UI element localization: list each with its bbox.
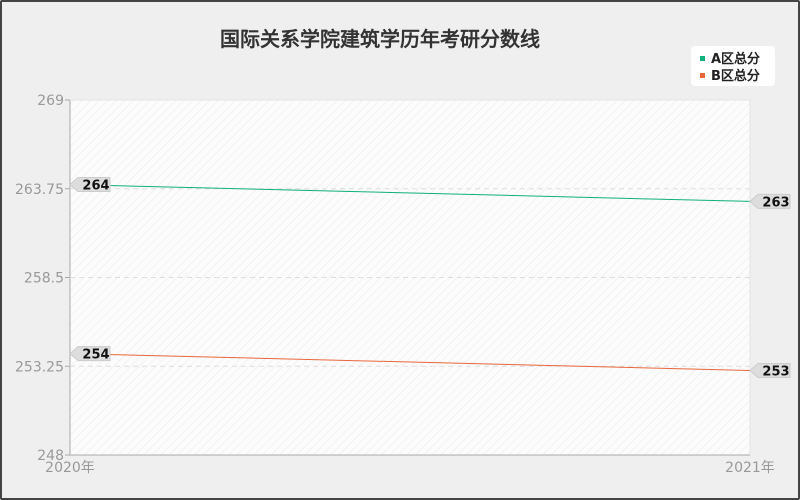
- y-tick-label: 269: [37, 93, 64, 109]
- data-label: 263: [762, 195, 789, 210]
- y-tick-label: 258.5: [24, 271, 64, 287]
- legend-marker: [700, 56, 705, 61]
- series-line-1: [69, 353, 751, 371]
- data-label-box: [69, 346, 111, 362]
- y-tick-label: 253.25: [15, 359, 64, 375]
- data-label-box: [749, 193, 791, 209]
- chart-title: 国际关系学院建筑学历年考研分数线: [220, 27, 540, 51]
- data-label: 264: [82, 179, 109, 194]
- series-line-0: [69, 184, 751, 202]
- legend-box: [691, 46, 775, 86]
- data-label-box: [69, 177, 111, 193]
- x-tick-label: 2021年: [725, 460, 775, 476]
- data-label: 253: [762, 364, 789, 379]
- y-tick-label: 248: [37, 448, 64, 464]
- legend-item: B区总分: [711, 68, 760, 84]
- data-label: 254: [82, 348, 109, 363]
- y-tick-label: 263.75: [15, 182, 64, 198]
- data-label-box: [749, 362, 791, 378]
- legend-marker: [700, 73, 705, 78]
- plot-area: [69, 99, 751, 456]
- x-tick-label: 2020年: [45, 460, 95, 476]
- legend-item: A区总分: [711, 51, 760, 67]
